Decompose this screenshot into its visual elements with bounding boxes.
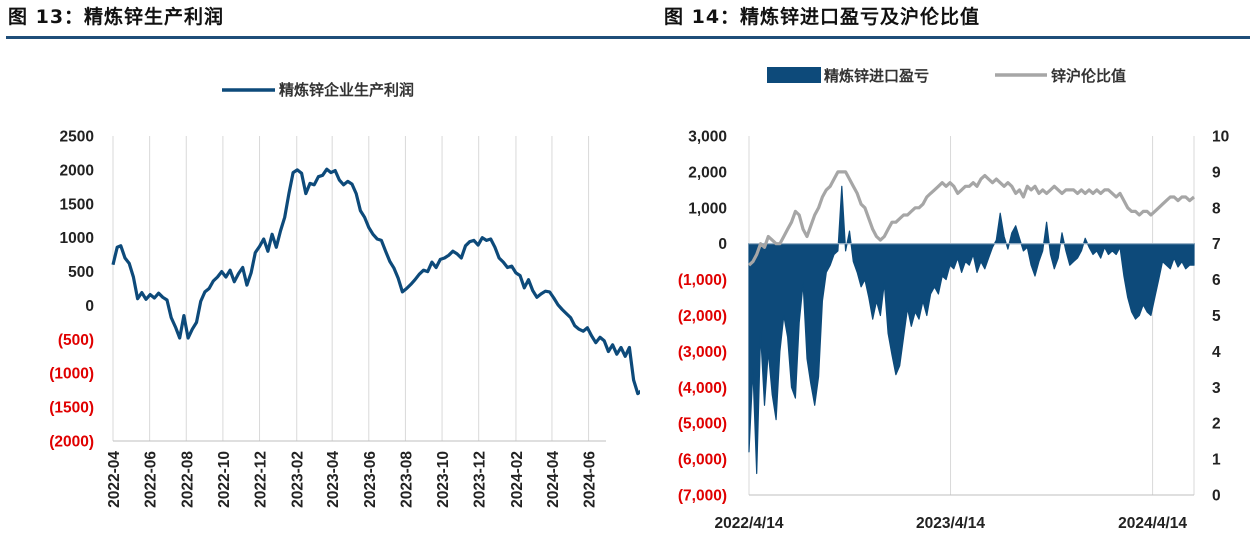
y-tick-label: 1000	[60, 230, 94, 247]
right-y-tick-label: 2	[1212, 416, 1221, 433]
right-y-tick-label: 5	[1212, 308, 1221, 325]
left-y-tick-label: (2,000)	[678, 308, 727, 325]
left-y-tick-label: (3,000)	[678, 344, 727, 361]
x-tick-label: 2022-12	[253, 451, 270, 508]
x-tick-label: 2024-04	[545, 451, 562, 508]
y-tick-label: (1000)	[49, 366, 94, 383]
y-tick-label: 500	[68, 264, 94, 281]
right-y-tick-label: 3	[1212, 380, 1221, 397]
x-tick-label: 2023-12	[472, 451, 489, 508]
right-y-tick-label: 1	[1212, 452, 1221, 469]
x-tick-label: 2024-06	[582, 451, 599, 508]
figure-14-title: 图 14：精炼锌进口盈亏及沪伦比值	[664, 6, 981, 28]
legend-label: 精炼锌企业生产利润	[279, 81, 414, 99]
import-profit-area	[748, 185, 1195, 475]
y-tick-label: (2000)	[49, 434, 94, 451]
x-tick-label: 2022-10	[216, 451, 233, 508]
left-y-tick-label: (4,000)	[678, 380, 727, 397]
x-tick-label: 2023-10	[435, 451, 452, 508]
header-divider	[6, 36, 1250, 39]
right-y-tick-label: 0	[1212, 488, 1221, 505]
x-tick-label: 2023-08	[398, 451, 415, 508]
production-profit-line	[111, 167, 640, 396]
left-y-tick-label: (7,000)	[678, 488, 727, 505]
y-tick-label: (1500)	[49, 400, 94, 417]
legend-label-area: 精炼锌进口盈亏	[824, 67, 929, 85]
left-y-tick-label: 0	[718, 236, 727, 253]
y-tick-label: 2000	[60, 162, 94, 179]
y-tick-label: (500)	[58, 332, 94, 349]
figure-13-title: 图 13：精炼锌生产利润	[8, 6, 225, 28]
zinc-production-profit-chart: 2500 2000 1500 1000 500 0 (500) (1000) (1500) (20…	[49, 81, 640, 508]
shfe-lme-ratio-line	[747, 170, 1196, 267]
legend-label-line: 锌沪伦比值	[1051, 67, 1126, 85]
right-y-tick-label: 10	[1212, 129, 1229, 146]
right-y-tick-label: 6	[1212, 272, 1221, 289]
right-y-tick-label: 8	[1212, 200, 1221, 217]
left-y-tick-label: 2,000	[688, 164, 727, 181]
left-y-tick-label: 1,000	[688, 200, 727, 217]
x-tick-label: 2022-04	[106, 451, 123, 508]
x-tick-label: 2023-06	[362, 451, 379, 508]
left-y-tick-label: (6,000)	[678, 452, 727, 469]
left-y-tick-label: 3,000	[688, 129, 727, 146]
x-tick-label: 2024-02	[509, 451, 526, 508]
legend-swatch-area	[767, 67, 821, 83]
y-tick-label: 2500	[60, 129, 94, 146]
x-tick-label: 2022-06	[143, 451, 160, 508]
x-tick-label: 2022/4/14	[715, 515, 784, 532]
x-tick-label: 2023/4/14	[916, 515, 985, 532]
right-y-tick-label: 7	[1212, 236, 1221, 253]
x-tick-label: 2024/4/14	[1118, 515, 1187, 532]
x-tick-label: 2023-04	[325, 451, 342, 508]
left-y-tick-label: (5,000)	[678, 416, 727, 433]
y-tick-label: 0	[85, 298, 94, 315]
left-y-tick-label: (1,000)	[678, 272, 727, 289]
x-tick-label: 2022-08	[179, 451, 196, 508]
x-tick-label: 2023-02	[290, 451, 307, 508]
right-y-tick-label: 4	[1212, 344, 1221, 361]
right-y-tick-label: 9	[1212, 164, 1221, 181]
y-tick-label: 1500	[60, 196, 94, 213]
